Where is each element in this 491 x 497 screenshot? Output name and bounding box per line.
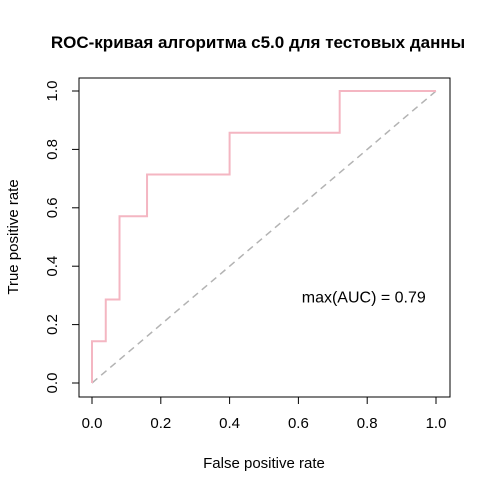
x-tick-label: 0.6	[288, 415, 309, 432]
reference-diagonal-line	[91, 90, 437, 384]
x-axis-label: False positive rate	[203, 455, 325, 472]
x-tick-label: 0.2	[150, 415, 171, 432]
y-tick-label: 1.0	[44, 81, 61, 102]
y-tick-label: 0.0	[44, 373, 61, 394]
x-tick-label: 0.8	[357, 415, 378, 432]
chart-title: ROC-кривая алгоритма c5.0 для тестовых д…	[51, 33, 465, 52]
series-layer	[91, 90, 437, 384]
y-tick-label: 0.2	[44, 314, 61, 335]
x-axis: 0.0 0.2 0.4 0.6 0.8 1.0	[82, 397, 447, 432]
x-tick-label: 0.0	[82, 415, 103, 432]
plot-area-frame	[78, 77, 451, 398]
x-tick-label: 0.4	[219, 415, 240, 432]
y-axis: 0.0 0.2 0.4 0.6 0.8 1.0	[44, 81, 79, 394]
roc-curve-line	[91, 90, 436, 383]
x-tick-label: 1.0	[426, 415, 447, 432]
y-axis-label: True positive rate	[5, 179, 22, 294]
annotation-layer: max(AUC) = 0.79	[302, 290, 426, 307]
y-tick-label: 0.8	[44, 139, 61, 160]
y-tick-label: 0.4	[44, 256, 61, 277]
y-tick-label: 0.6	[44, 197, 61, 218]
auc-annotation: max(AUC) = 0.79	[302, 290, 426, 307]
